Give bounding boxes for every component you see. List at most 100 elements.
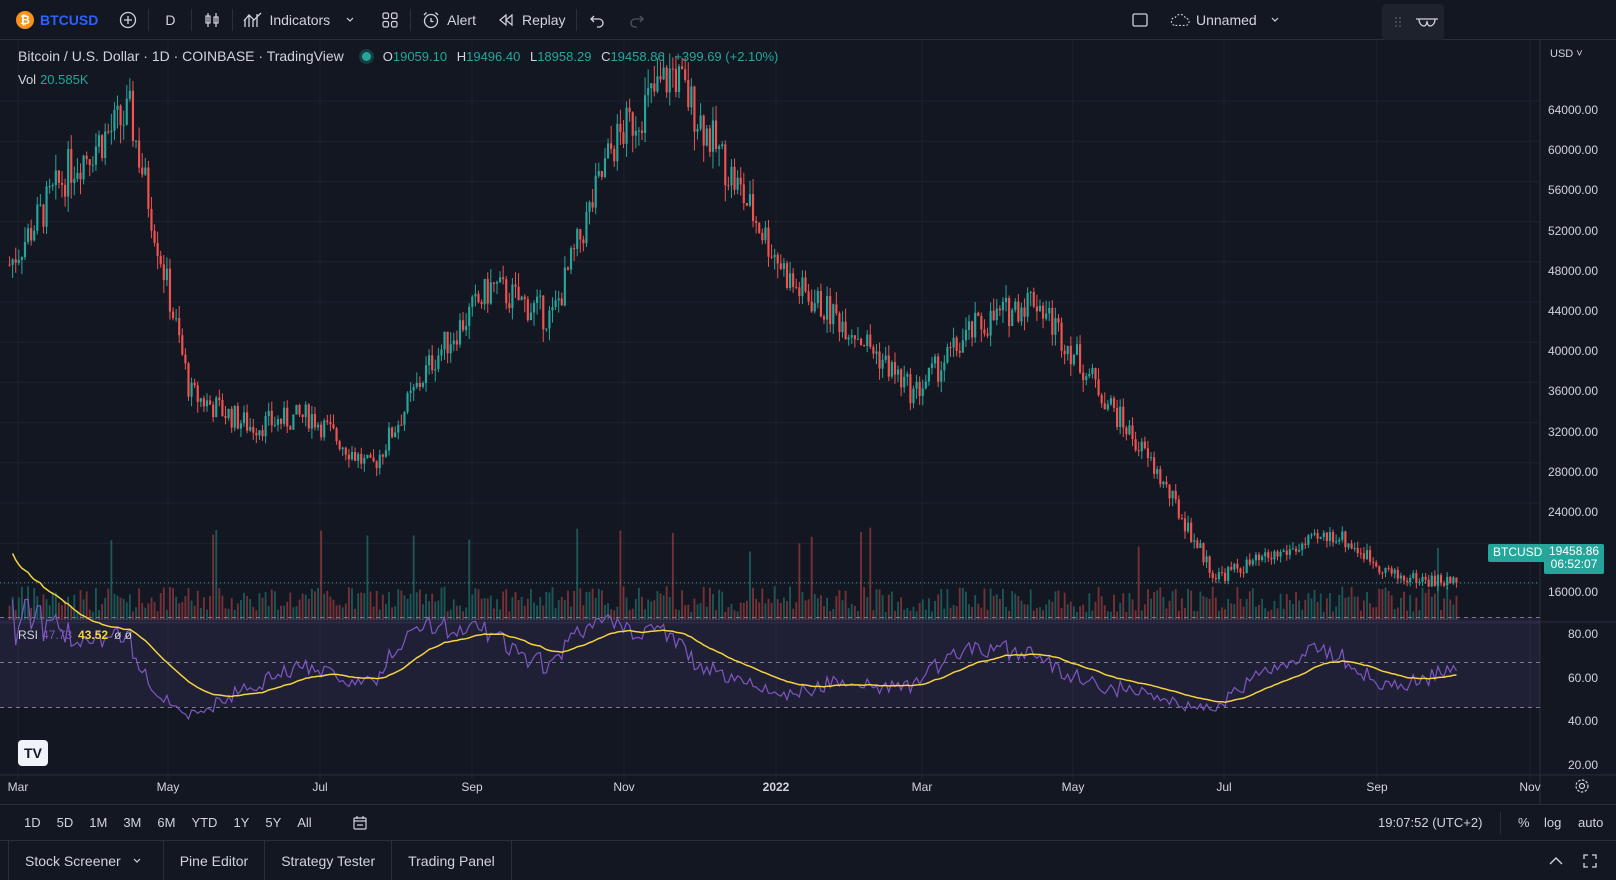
candle-body — [551, 307, 554, 311]
range-button-1m[interactable]: 1M — [89, 815, 108, 830]
range-button-3m[interactable]: 3M — [123, 815, 142, 830]
volume-bar — [1359, 610, 1362, 620]
compare-button[interactable] — [108, 0, 148, 40]
candle-body — [1174, 490, 1177, 500]
save-layout-button[interactable]: Unnamed — [1160, 0, 1295, 40]
candle-body — [363, 457, 366, 464]
candle-body — [372, 457, 375, 462]
candle-body — [168, 268, 172, 312]
volume-bar — [329, 596, 332, 620]
symbol-search-button[interactable]: ₿ BTCUSD — [0, 0, 108, 40]
market-status-icon[interactable] — [361, 51, 371, 61]
candle-body — [693, 86, 696, 132]
volume-bar — [190, 600, 193, 620]
volume-bar — [135, 607, 137, 620]
range-button-all[interactable]: All — [297, 815, 312, 830]
candle-body — [705, 128, 708, 146]
candle-body — [338, 441, 341, 450]
candle-body — [1063, 350, 1066, 355]
candle-body — [937, 356, 940, 382]
date-range-icon[interactable] — [350, 813, 370, 833]
volume-bar — [1400, 597, 1402, 620]
templates-button[interactable] — [370, 0, 410, 40]
volume-bar — [496, 599, 498, 620]
candle-body — [933, 356, 937, 364]
top-toolbar: ₿ BTCUSD D Indicators Alert — [0, 0, 1616, 40]
volume-bar — [169, 586, 171, 620]
chevron-down-icon[interactable] — [1265, 10, 1285, 30]
candle-body — [671, 68, 674, 70]
chevron-down-icon[interactable] — [340, 10, 360, 30]
candle-body — [903, 376, 906, 388]
range-button-1y[interactable]: 1Y — [233, 815, 250, 830]
replay-button[interactable]: Replay — [486, 0, 576, 40]
range-button-ytd[interactable]: YTD — [191, 815, 218, 830]
range-button-6m[interactable]: 6M — [157, 815, 176, 830]
tab-stock-screener[interactable]: Stock Screener — [8, 840, 164, 880]
log-toggle[interactable]: log — [1544, 815, 1562, 830]
candle-body — [178, 318, 181, 336]
auto-toggle[interactable]: auto — [1578, 815, 1604, 830]
tab-strategy-tester[interactable]: Strategy Tester — [265, 840, 393, 880]
volume-bar — [236, 603, 239, 620]
symbol-title[interactable]: Bitcoin / U.S. Dollar · 1D · COINBASE · … — [18, 48, 344, 64]
range-button-1d[interactable]: 1D — [24, 815, 41, 830]
range-button-5d[interactable]: 5D — [56, 815, 74, 830]
percent-toggle[interactable]: % — [1518, 815, 1530, 830]
drag-handle-icon[interactable] — [1388, 12, 1408, 32]
candle-body — [218, 397, 221, 401]
volume-bar — [474, 588, 477, 620]
volume-bar — [1187, 588, 1189, 620]
alert-button[interactable]: Alert — [411, 0, 486, 40]
volume-bar — [119, 597, 122, 620]
rsi-legend[interactable]: RSI 47.73 43.52 ø ø — [18, 628, 132, 642]
volume-bar — [782, 597, 785, 620]
candle-body — [1446, 576, 1449, 586]
volume-bar — [1072, 606, 1075, 620]
volume-bar — [51, 592, 54, 620]
candle-body — [70, 149, 73, 183]
last-price: 19458.86 — [1549, 544, 1600, 558]
glasses-icon[interactable] — [1414, 12, 1440, 32]
volume-bar — [1295, 591, 1297, 620]
volume-bar — [341, 607, 344, 620]
chart-type-button[interactable] — [192, 0, 232, 40]
volume-bar — [526, 598, 529, 620]
volume-bar — [400, 590, 403, 620]
currency-selector[interactable]: USD ˅ — [1550, 48, 1583, 60]
clock[interactable]: 19:07:52 (UTC+2) — [1378, 815, 1483, 830]
chart-area[interactable] — [0, 40, 1616, 804]
price-chart[interactable] — [0, 40, 1616, 804]
candle-body — [1075, 344, 1079, 355]
candle-body — [603, 158, 607, 178]
tradingview-logo[interactable]: TV — [18, 740, 48, 766]
volume-bar — [221, 595, 224, 620]
candle-body — [110, 130, 113, 133]
undo-button[interactable] — [577, 0, 617, 40]
indicators-button[interactable]: Indicators — [233, 0, 370, 40]
layout-select-button[interactable] — [1120, 0, 1160, 40]
volume-bar — [594, 598, 597, 620]
range-button-5y[interactable]: 5Y — [265, 815, 282, 830]
candle-body — [428, 355, 431, 366]
volume-bar — [1282, 608, 1285, 620]
volume-bar — [409, 593, 412, 620]
volume-bar — [715, 610, 717, 620]
volume-bar — [1224, 609, 1226, 620]
candle-body — [387, 427, 391, 451]
candle-body — [60, 182, 64, 185]
tab-trading-panel[interactable]: Trading Panel — [392, 840, 512, 880]
chevron-up-icon[interactable] — [1546, 851, 1566, 871]
candle-body — [961, 340, 964, 353]
gear-icon[interactable] — [1572, 776, 1592, 796]
interval-button[interactable]: D — [149, 0, 191, 40]
candle-body — [406, 393, 409, 413]
volume-bar — [530, 588, 532, 620]
volume-legend[interactable]: Vol 20.585K — [18, 72, 89, 87]
toolbar-divider — [575, 8, 577, 31]
candle-body — [1291, 548, 1295, 550]
candle-body — [819, 291, 823, 317]
fullscreen-icon[interactable] — [1580, 851, 1600, 871]
redo-button[interactable] — [617, 0, 657, 40]
tab-pine-editor[interactable]: Pine Editor — [164, 840, 266, 880]
